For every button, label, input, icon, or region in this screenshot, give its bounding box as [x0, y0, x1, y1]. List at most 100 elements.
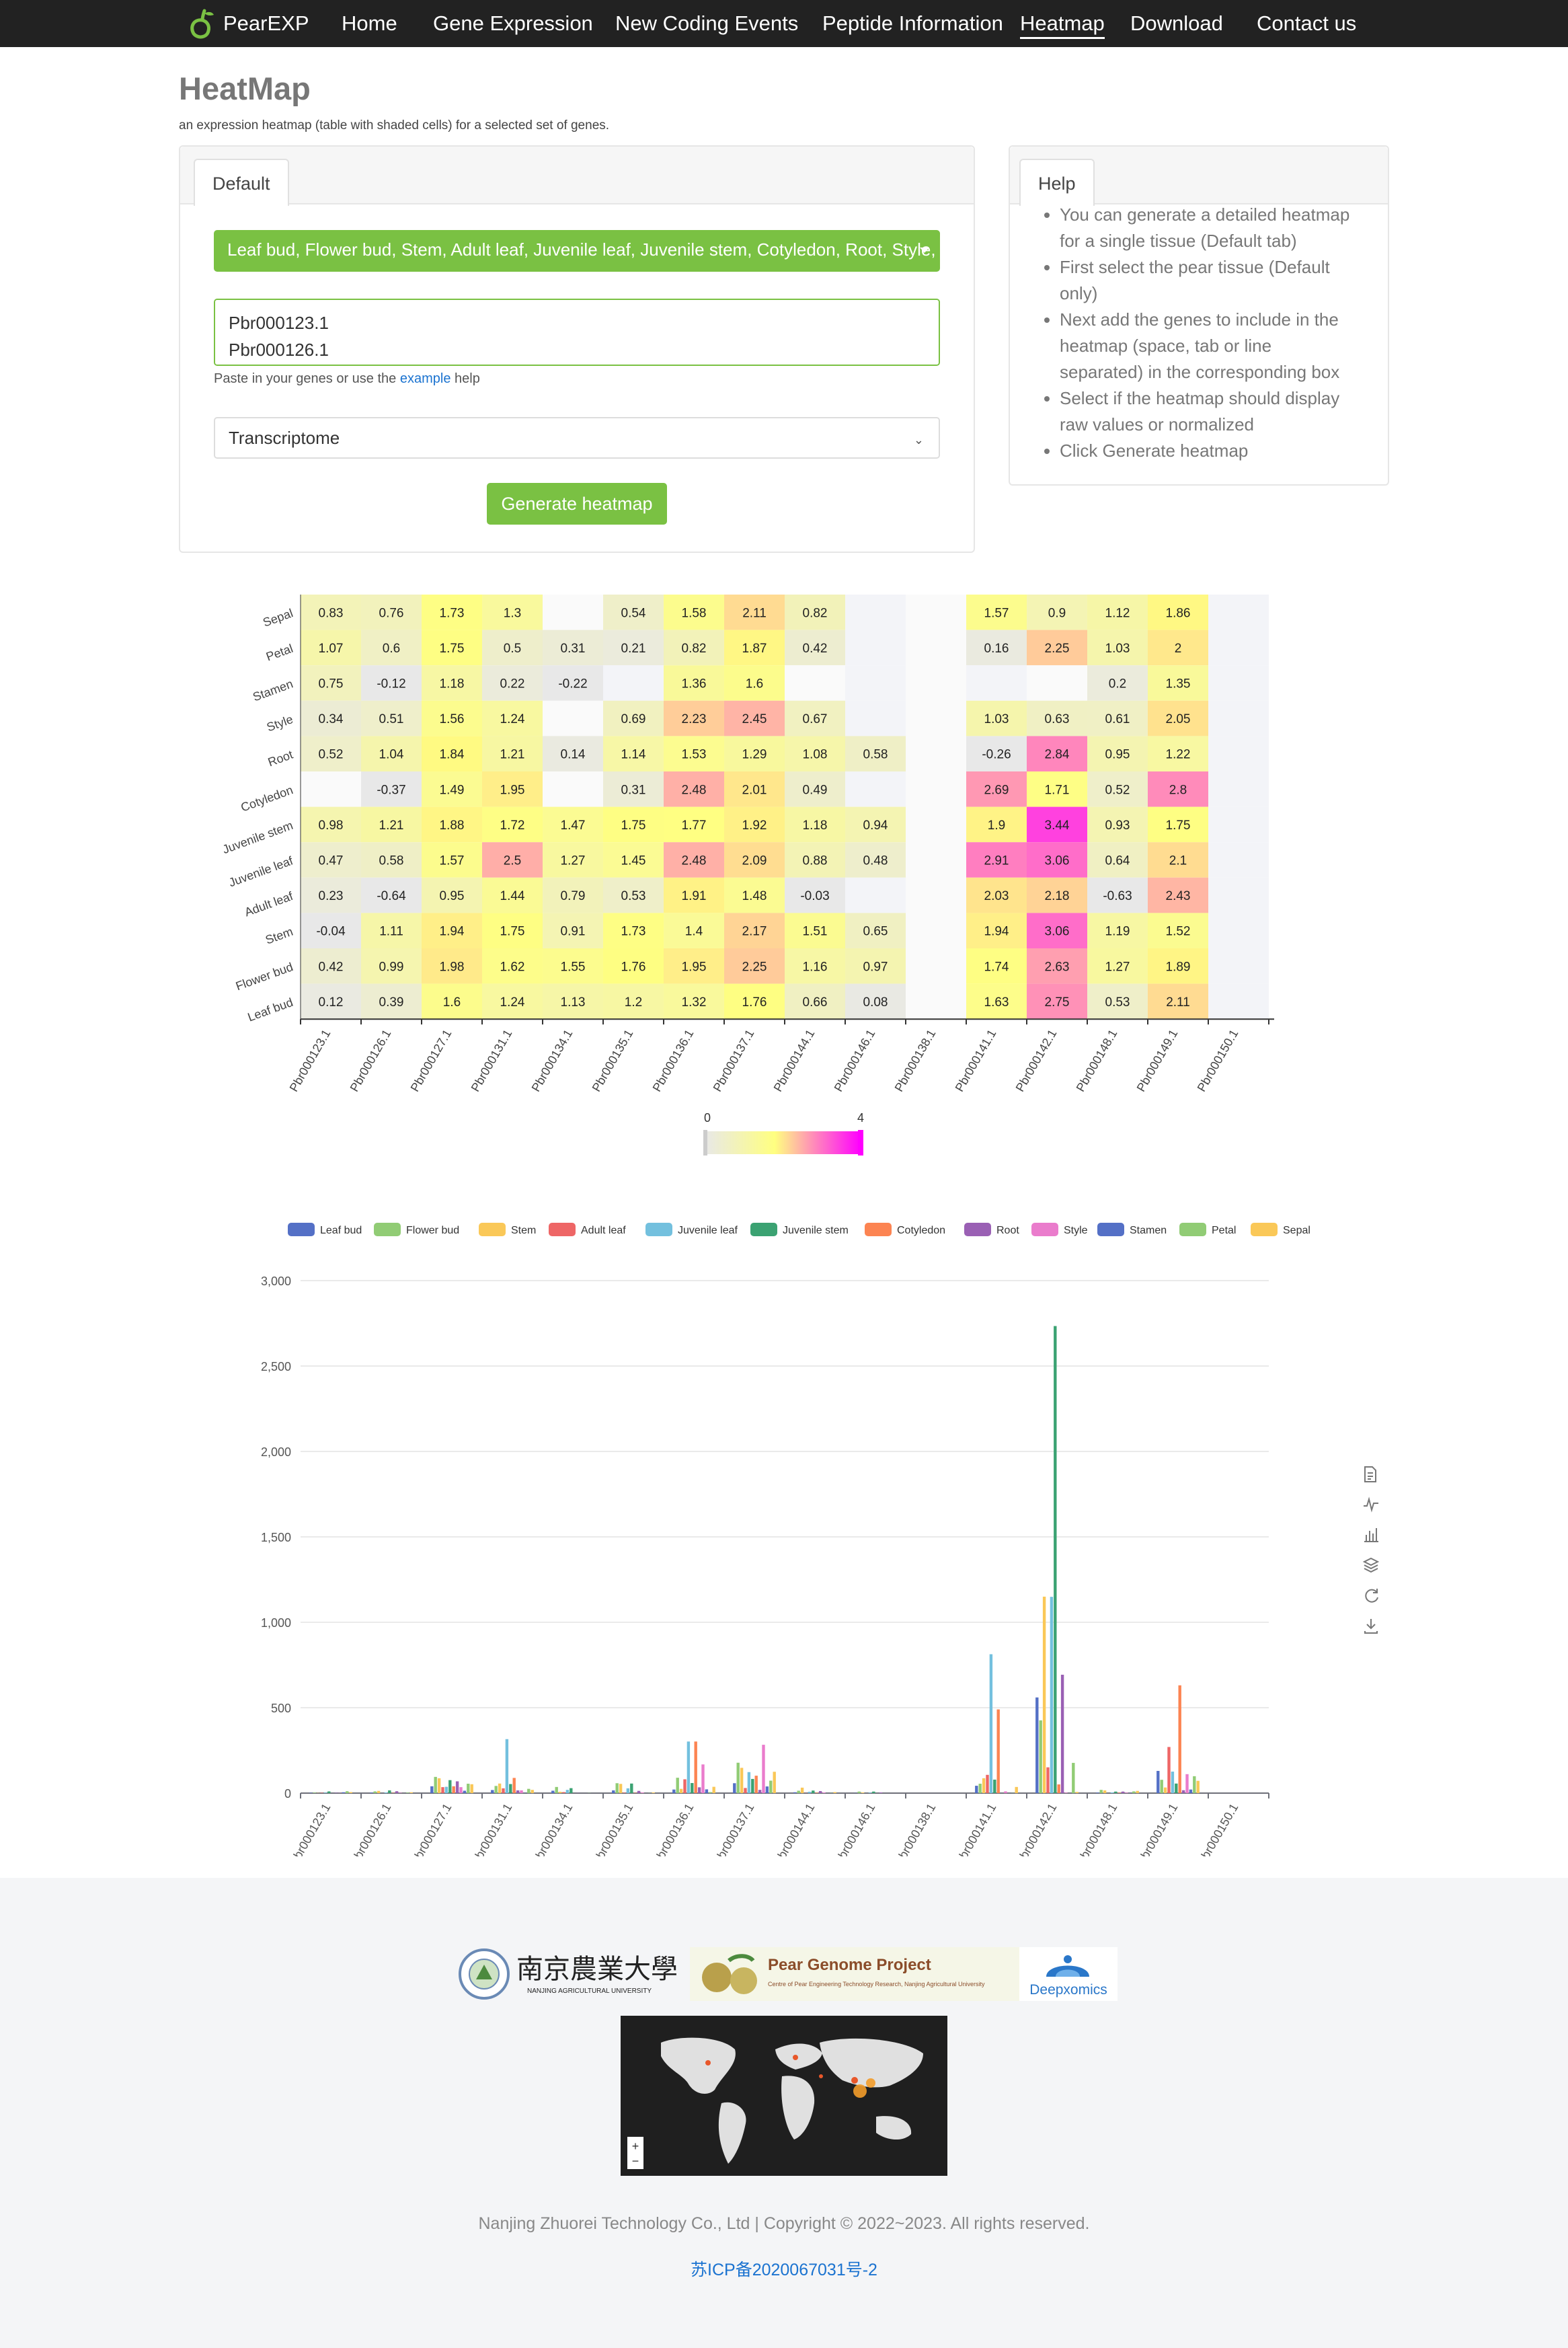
- heatmap-cell[interactable]: [1208, 700, 1269, 736]
- bar[interactable]: [833, 1792, 836, 1793]
- heatmap-cell[interactable]: [1087, 700, 1148, 736]
- bar[interactable]: [384, 1792, 388, 1793]
- legend-item[interactable]: Petal: [1179, 1223, 1236, 1236]
- legend-item[interactable]: Cotyledon: [865, 1223, 945, 1236]
- bar[interactable]: [1163, 1787, 1167, 1793]
- bar[interactable]: [1110, 1792, 1114, 1793]
- bar[interactable]: [1064, 1792, 1068, 1793]
- bar[interactable]: [872, 1791, 875, 1793]
- bar[interactable]: [434, 1776, 437, 1793]
- heatmap-cell[interactable]: [966, 665, 1027, 701]
- restore-icon[interactable]: [1365, 1589, 1378, 1603]
- footer-icp-link[interactable]: 苏ICP备2020067031号-2: [691, 2261, 877, 2279]
- heatmap-cell[interactable]: [1027, 736, 1087, 771]
- heatmap-cell[interactable]: [906, 736, 966, 771]
- bar[interactable]: [754, 1776, 758, 1793]
- bar[interactable]: [455, 1781, 459, 1793]
- bar[interactable]: [1136, 1790, 1139, 1793]
- heatmap-cell[interactable]: [1148, 948, 1208, 984]
- bar[interactable]: [672, 1789, 676, 1793]
- heatmap-cell[interactable]: [1148, 842, 1208, 878]
- heatmap-cell[interactable]: [301, 948, 361, 984]
- heatmap-cell[interactable]: [1087, 948, 1148, 984]
- heatmap-cell[interactable]: [1087, 665, 1148, 701]
- heatmap-cell[interactable]: [1148, 983, 1208, 1020]
- nav-home[interactable]: Home: [342, 11, 397, 35]
- heatmap-cell[interactable]: [966, 842, 1027, 878]
- heatmap-cell[interactable]: [361, 983, 422, 1020]
- heatmap-cell[interactable]: [301, 877, 361, 913]
- heatmap-cell[interactable]: [301, 595, 361, 630]
- bar[interactable]: [502, 1788, 505, 1793]
- bar[interactable]: [978, 1784, 982, 1793]
- heatmap-cell[interactable]: [482, 806, 543, 843]
- heatmap-cell[interactable]: [664, 700, 724, 736]
- heatmap-cell[interactable]: [1087, 983, 1148, 1020]
- heatmap-cell[interactable]: [1027, 595, 1087, 630]
- heatmap-cell[interactable]: [361, 736, 422, 771]
- bar[interactable]: [1096, 1792, 1099, 1793]
- heatmap-cell[interactable]: [1027, 948, 1087, 984]
- bar[interactable]: [1039, 1720, 1042, 1793]
- bar[interactable]: [558, 1791, 562, 1793]
- heatmap-cell[interactable]: [1208, 877, 1269, 913]
- heatmap-cell[interactable]: [301, 665, 361, 701]
- heatmap-cell[interactable]: [1087, 842, 1148, 878]
- bar[interactable]: [313, 1792, 316, 1793]
- heatmap-cell[interactable]: [1208, 736, 1269, 771]
- brand[interactable]: PearEXP: [184, 7, 309, 40]
- bar[interactable]: [409, 1792, 413, 1793]
- bar-chart[interactable]: Leaf bud Flower bud Stem Adult leaf Juvenile…: [0, 1211, 1568, 1856]
- heatmap-cell[interactable]: [1087, 595, 1148, 630]
- heatmap-cell[interactable]: [664, 877, 724, 913]
- heatmap-cell[interactable]: [422, 665, 482, 701]
- bar[interactable]: [320, 1792, 323, 1793]
- bar[interactable]: [309, 1792, 313, 1793]
- heatmap-cell[interactable]: [1148, 806, 1208, 843]
- bar[interactable]: [1050, 1597, 1054, 1793]
- heatmap-cell[interactable]: [906, 877, 966, 913]
- heatmap-cell[interactable]: [482, 595, 543, 630]
- heatmap-cell[interactable]: [1208, 983, 1269, 1020]
- bar-chart-icon[interactable]: [1364, 1528, 1378, 1542]
- bar[interactable]: [641, 1792, 644, 1793]
- heatmap-cell[interactable]: [785, 983, 845, 1020]
- heatmap-cell[interactable]: [1027, 700, 1087, 736]
- map-zoom-control[interactable]: [627, 2137, 643, 2169]
- bar[interactable]: [733, 1783, 736, 1793]
- bar[interactable]: [751, 1778, 754, 1793]
- heatmap-cell[interactable]: [361, 806, 422, 843]
- heatmap-cell[interactable]: [785, 877, 845, 913]
- bar[interactable]: [562, 1792, 565, 1793]
- heatmap-cell[interactable]: [603, 842, 664, 878]
- bar[interactable]: [1060, 1674, 1064, 1793]
- heatmap-cell[interactable]: [422, 771, 482, 807]
- bar[interactable]: [736, 1762, 740, 1793]
- heatmap-cell[interactable]: [845, 736, 906, 771]
- bar[interactable]: [1121, 1791, 1125, 1793]
- heatmap-cell[interactable]: [543, 877, 603, 913]
- bar[interactable]: [1167, 1747, 1171, 1793]
- bar[interactable]: [370, 1792, 373, 1793]
- heatmap-cell[interactable]: [724, 630, 785, 666]
- heatmap-cell[interactable]: [301, 913, 361, 948]
- heatmap-cell[interactable]: [966, 630, 1027, 666]
- heatmap-cell[interactable]: [422, 983, 482, 1020]
- heatmap-cell[interactable]: [664, 842, 724, 878]
- heatmap-cell[interactable]: [845, 877, 906, 913]
- color-scale-handle-max[interactable]: [858, 1130, 863, 1156]
- heatmap-cell[interactable]: [361, 665, 422, 701]
- heatmap-cell[interactable]: [482, 983, 543, 1020]
- heatmap-cell[interactable]: [966, 948, 1027, 984]
- nau-logo[interactable]: 南京農業大學 NANJING AGRICULTURAL UNIVERSITY: [457, 1947, 686, 2001]
- visitor-map[interactable]: + −: [621, 2016, 947, 2176]
- heatmap-cell[interactable]: [482, 877, 543, 913]
- heatmap-cell[interactable]: [482, 948, 543, 984]
- heatmap-cell[interactable]: [1027, 983, 1087, 1020]
- legend-item[interactable]: Style: [1031, 1223, 1088, 1236]
- bar[interactable]: [765, 1786, 769, 1793]
- bar[interactable]: [615, 1783, 619, 1793]
- heatmap-chart[interactable]: 0.83 0.76 1.73 1.3 0.54 1.58 2.11 0.82 1.57 0.9 1.…: [0, 578, 1568, 1224]
- bar[interactable]: [709, 1792, 712, 1793]
- bar[interactable]: [762, 1745, 765, 1793]
